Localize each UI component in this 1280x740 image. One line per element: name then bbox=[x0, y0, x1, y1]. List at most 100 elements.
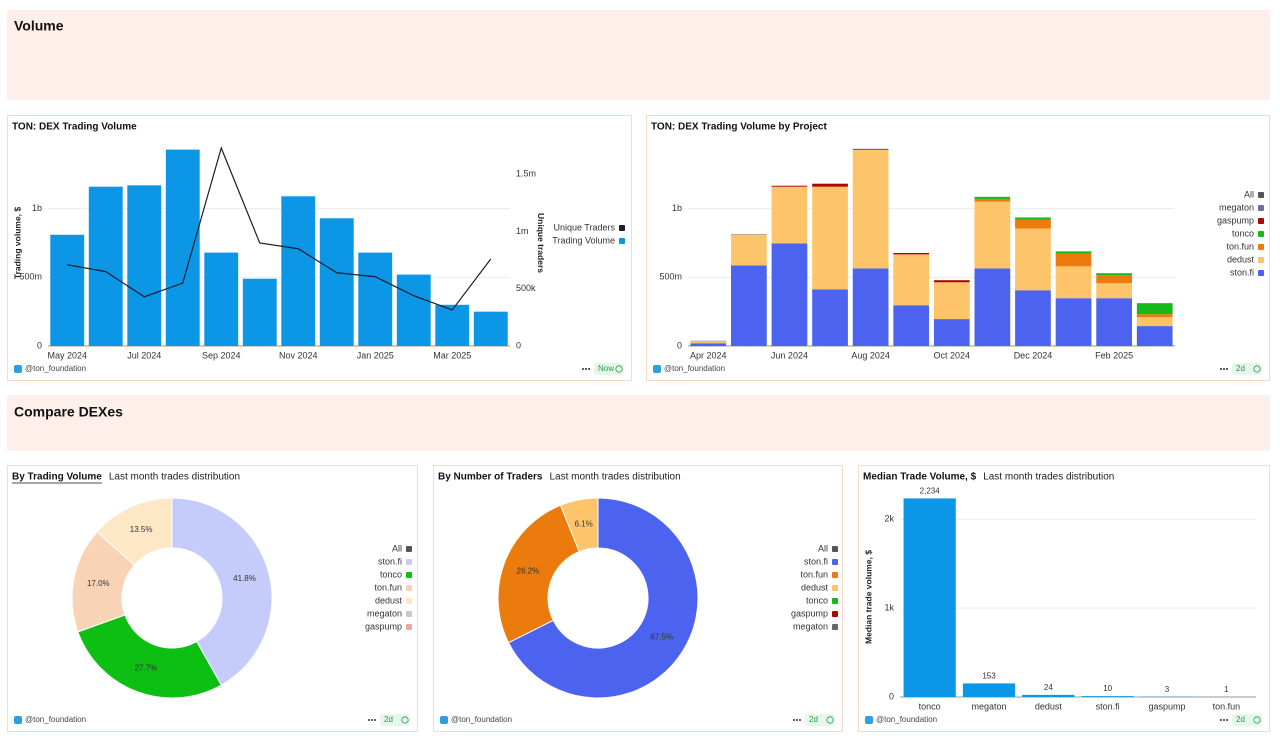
legend-label[interactable]: ston.fi bbox=[378, 556, 402, 566]
legend-swatch[interactable] bbox=[832, 572, 838, 578]
legend-label[interactable]: megaton bbox=[793, 621, 828, 631]
legend-label[interactable]: All bbox=[392, 543, 402, 553]
legend-swatch[interactable] bbox=[406, 585, 412, 591]
more-dot[interactable] bbox=[368, 719, 370, 721]
bar bbox=[358, 252, 393, 346]
legend-label[interactable]: gaspump bbox=[365, 621, 402, 631]
legend-label[interactable]: tonco bbox=[1232, 228, 1254, 238]
legend-label[interactable]: tonco bbox=[806, 595, 828, 605]
y-tick-label: 0 bbox=[37, 340, 42, 350]
more-dot[interactable] bbox=[796, 719, 798, 721]
slice-label: 27.7% bbox=[135, 663, 158, 672]
legend-label[interactable]: tonco bbox=[380, 569, 402, 579]
legend-label[interactable]: Unique Traders bbox=[553, 222, 615, 232]
more-dot[interactable] bbox=[793, 719, 795, 721]
legend-label[interactable]: ton.fun bbox=[1226, 241, 1254, 251]
bar-segment bbox=[812, 186, 848, 290]
legend-swatch[interactable] bbox=[619, 225, 625, 231]
more-dot[interactable] bbox=[1226, 368, 1228, 370]
x-tick-label: May 2024 bbox=[47, 350, 87, 360]
legend-swatch[interactable] bbox=[406, 559, 412, 565]
legend-label[interactable]: gaspump bbox=[1217, 215, 1254, 225]
panel-subtitle: Last month trades distribution bbox=[109, 472, 240, 483]
source-icon bbox=[14, 716, 22, 724]
bar-segment bbox=[974, 198, 1011, 202]
more-dot[interactable] bbox=[1223, 368, 1225, 370]
legend-swatch[interactable] bbox=[832, 611, 838, 617]
badge-text: 2d bbox=[1236, 364, 1245, 373]
slice-label: 26.2% bbox=[517, 567, 540, 576]
more-dot[interactable] bbox=[588, 368, 590, 370]
legend-swatch[interactable] bbox=[406, 598, 412, 604]
more-dot[interactable] bbox=[1226, 719, 1228, 721]
bar-segment bbox=[974, 201, 1011, 269]
x-tick-label: Nov 2024 bbox=[279, 350, 318, 360]
legend-swatch[interactable] bbox=[1258, 205, 1264, 211]
legend-label[interactable]: gaspump bbox=[791, 608, 828, 618]
legend-label[interactable]: dedust bbox=[801, 582, 829, 592]
legend-label[interactable]: megaton bbox=[1219, 202, 1254, 212]
slice-label: 67.5% bbox=[650, 633, 673, 642]
line-series bbox=[67, 146, 492, 311]
y2-tick-label: 1m bbox=[516, 226, 529, 236]
bar-segment bbox=[771, 186, 808, 244]
legend-label[interactable]: dedust bbox=[1227, 254, 1255, 264]
legend-label[interactable]: ston.fi bbox=[804, 556, 828, 566]
more-dot[interactable] bbox=[1220, 368, 1222, 370]
x-tick-label: Jul 2024 bbox=[127, 350, 161, 360]
bar-segment bbox=[933, 319, 970, 346]
bar-segment bbox=[1136, 326, 1173, 346]
bar-segment bbox=[852, 149, 889, 150]
legend-label[interactable]: megaton bbox=[367, 608, 402, 618]
legend-label[interactable]: All bbox=[1244, 189, 1254, 199]
section-title: Volume bbox=[14, 18, 64, 34]
data-label: 2,234 bbox=[920, 487, 941, 496]
legend-swatch[interactable] bbox=[1258, 192, 1264, 198]
more-dot[interactable] bbox=[1220, 719, 1222, 721]
bar-segment bbox=[771, 186, 808, 187]
legend-label[interactable]: dedust bbox=[375, 595, 403, 605]
x-tick-label: gaspump bbox=[1148, 701, 1185, 711]
x-tick-label: Jun 2024 bbox=[771, 350, 808, 360]
y-tick-label: 500m bbox=[19, 272, 42, 282]
x-tick-label: Oct 2024 bbox=[934, 350, 971, 360]
legend-swatch[interactable] bbox=[406, 624, 412, 630]
legend-swatch[interactable] bbox=[1258, 231, 1264, 237]
bar-segment bbox=[1055, 253, 1092, 267]
legend-swatch[interactable] bbox=[406, 546, 412, 552]
legend-swatch[interactable] bbox=[832, 585, 838, 591]
slice-label: 17.0% bbox=[87, 579, 110, 588]
bar bbox=[165, 149, 200, 346]
bar-segment bbox=[933, 280, 970, 283]
legend-label[interactable]: ton.fun bbox=[374, 582, 402, 592]
legend-swatch[interactable] bbox=[406, 572, 412, 578]
legend-swatch[interactable] bbox=[1258, 257, 1264, 263]
more-dot[interactable] bbox=[374, 719, 376, 721]
legend-swatch[interactable] bbox=[1258, 270, 1264, 276]
legend-swatch[interactable] bbox=[832, 624, 838, 630]
more-dot[interactable] bbox=[799, 719, 801, 721]
legend-swatch[interactable] bbox=[1258, 218, 1264, 224]
bar-segment bbox=[974, 196, 1011, 199]
legend-label[interactable]: ston.fi bbox=[1230, 267, 1254, 277]
bar bbox=[396, 274, 431, 346]
legend-swatch[interactable] bbox=[832, 598, 838, 604]
more-dot[interactable] bbox=[582, 368, 584, 370]
legend-label[interactable]: All bbox=[818, 543, 828, 553]
legend-label[interactable]: ton.fun bbox=[800, 569, 828, 579]
legend-swatch[interactable] bbox=[1258, 244, 1264, 250]
bar bbox=[319, 218, 354, 346]
legend-swatch[interactable] bbox=[832, 559, 838, 565]
x-tick-label: tonco bbox=[919, 701, 941, 711]
more-dot[interactable] bbox=[371, 719, 373, 721]
bar-segment bbox=[1015, 290, 1051, 346]
more-dot[interactable] bbox=[585, 368, 587, 370]
more-dot[interactable] bbox=[1223, 719, 1225, 721]
legend-swatch[interactable] bbox=[619, 238, 625, 244]
legend-label[interactable]: Trading Volume bbox=[552, 235, 615, 245]
bar-segment bbox=[1096, 273, 1132, 276]
legend-swatch[interactable] bbox=[406, 611, 412, 617]
legend-swatch[interactable] bbox=[832, 546, 838, 552]
x-tick-label: Sep 2024 bbox=[202, 350, 241, 360]
badge bbox=[1232, 714, 1262, 726]
